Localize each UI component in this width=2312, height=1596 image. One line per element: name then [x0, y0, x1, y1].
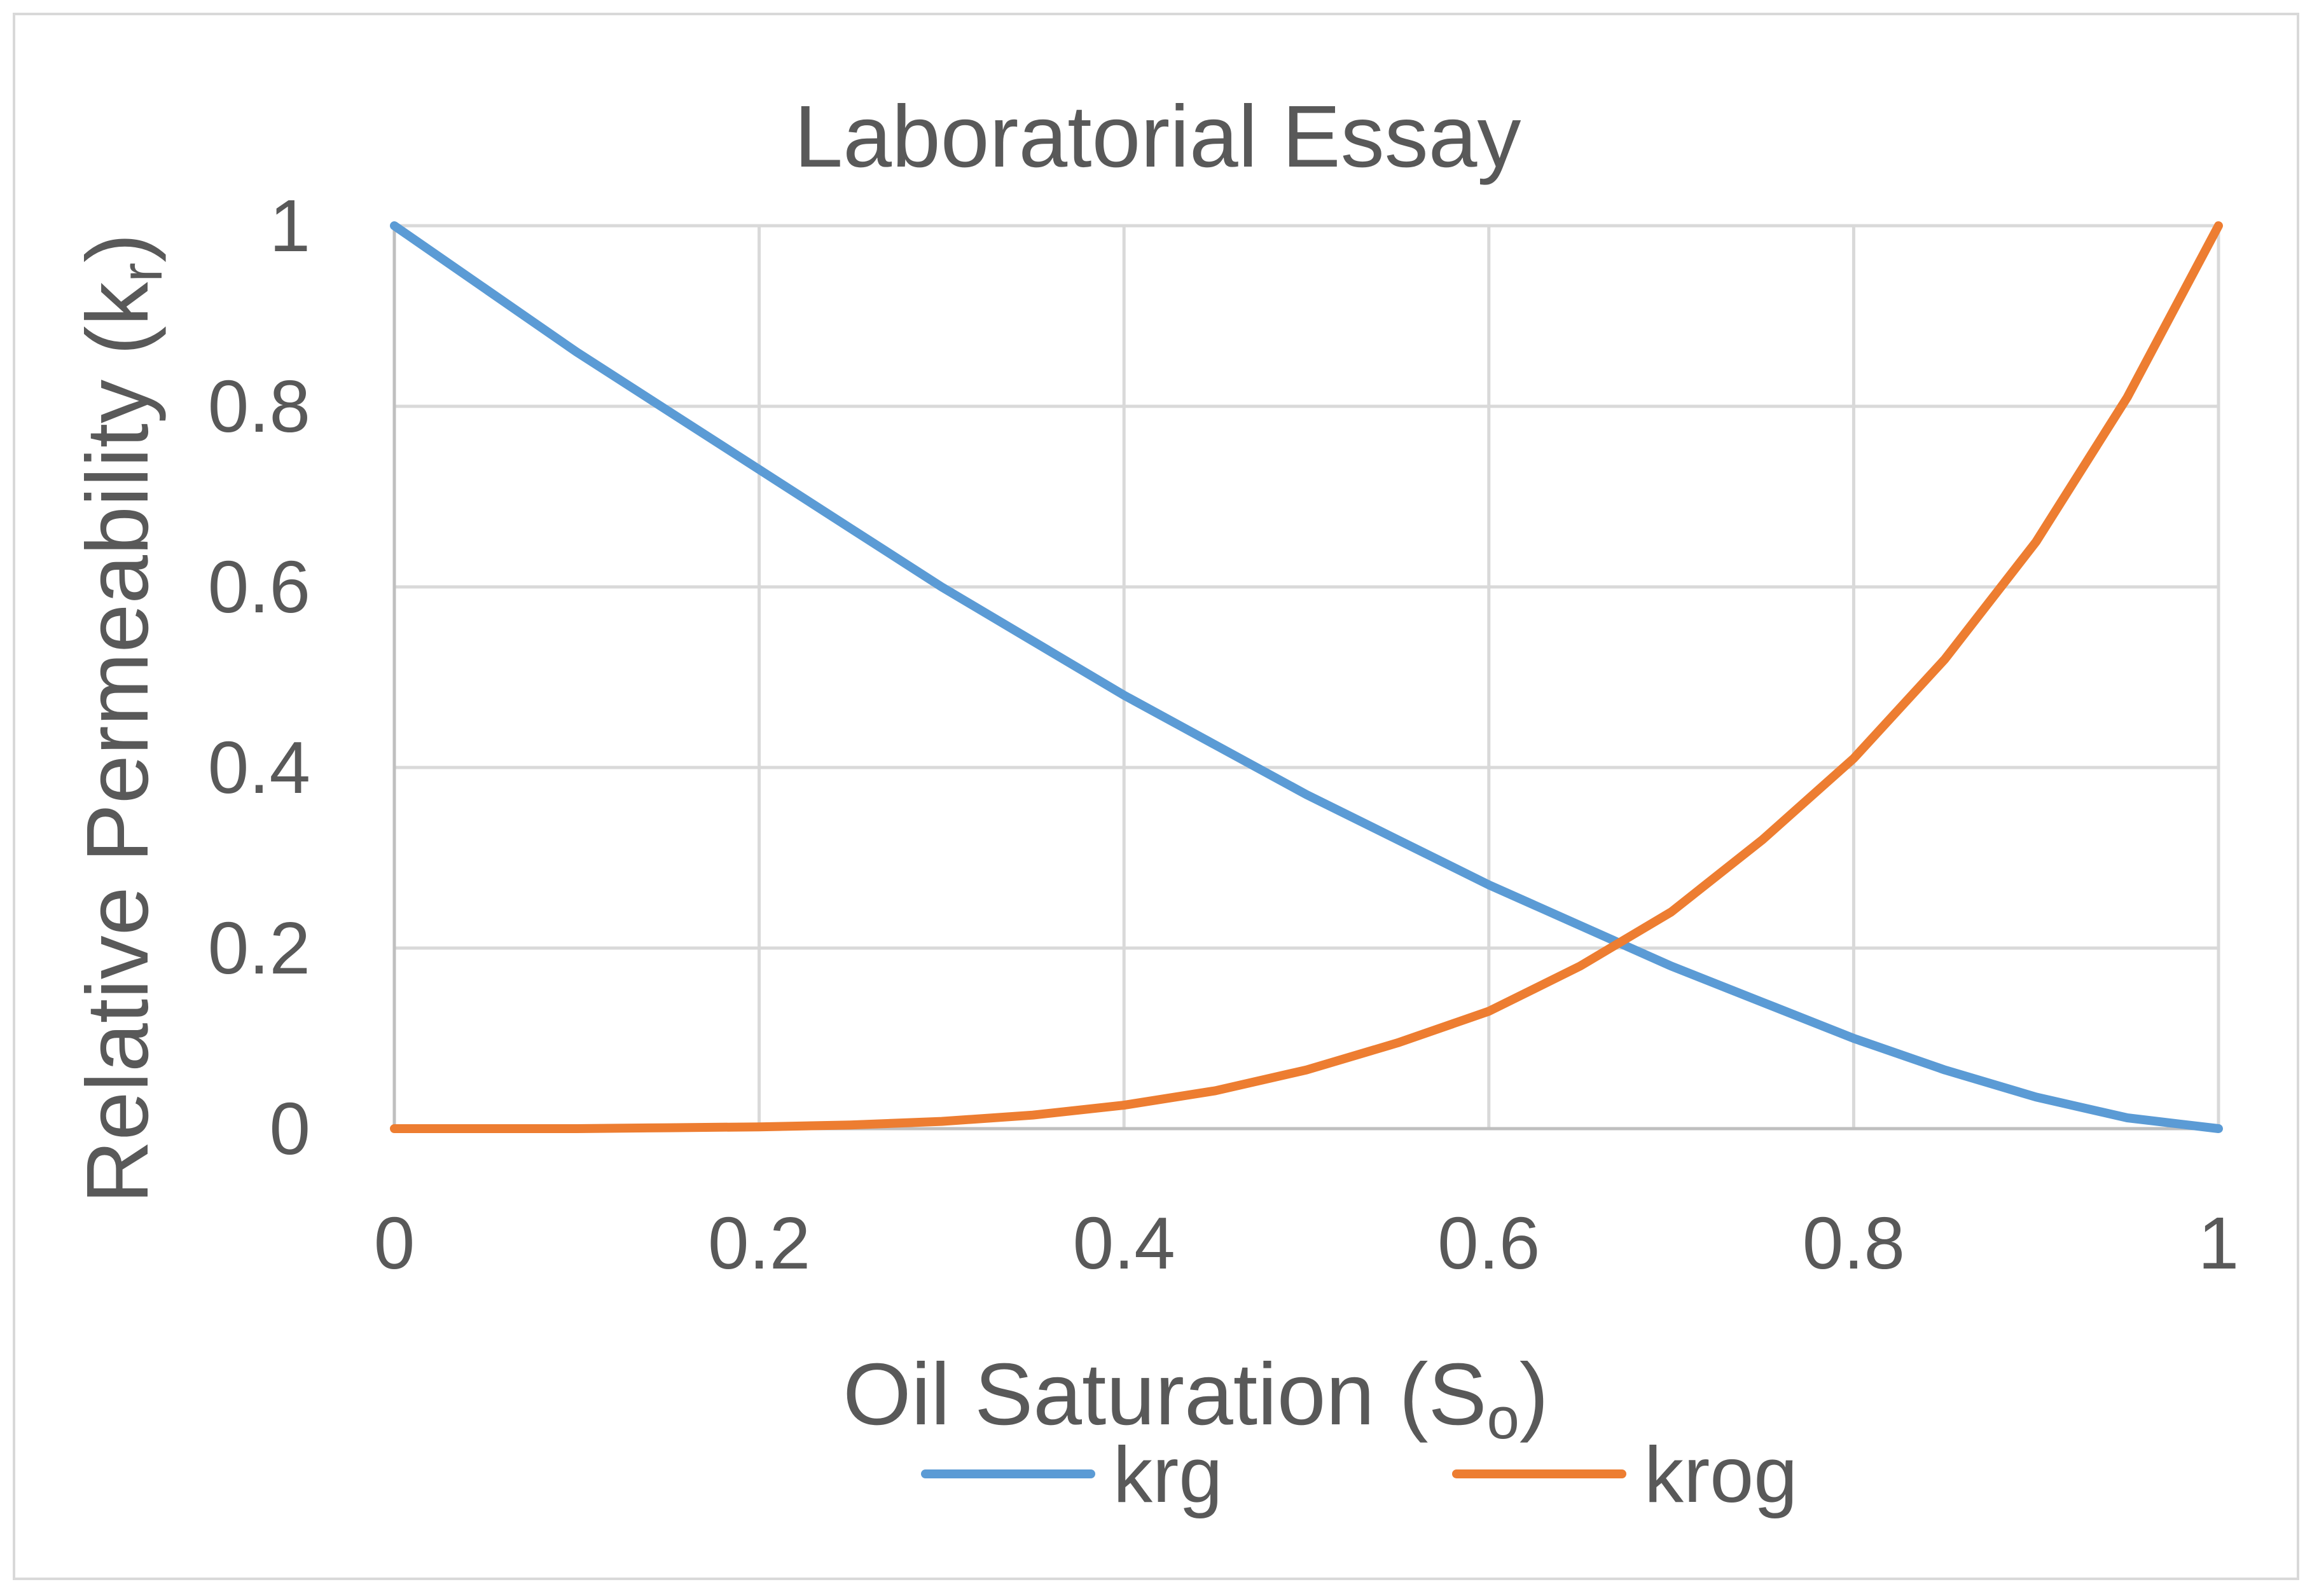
y-axis-label-main: Relative Permeability (k: [69, 282, 167, 1204]
chart-border: [13, 13, 2299, 1580]
gridlines: [392, 224, 2220, 1131]
x-axis-label: Oil Saturation (So): [843, 1345, 1549, 1451]
series-line-krg: [390, 221, 2223, 1133]
x-axis-label-main: Oil Saturation (S: [843, 1345, 1486, 1443]
chart-title: Laboratorial Essay: [794, 88, 1521, 186]
x-axis-label-subscript: o: [1487, 1386, 1519, 1451]
y-axis-label-subscript: r: [109, 263, 174, 282]
series-lines: [390, 221, 2223, 1133]
x-tick-label: 1: [2198, 1202, 2239, 1284]
x-tick-label: 0.8: [1803, 1202, 1905, 1284]
legend-label-krg: krg: [1113, 1431, 1222, 1519]
x-axis-label-end: ): [1519, 1345, 1549, 1443]
series-line-krog: [390, 221, 2223, 1133]
x-tick-label: 0: [374, 1202, 415, 1284]
legend-label-krog: krog: [1644, 1431, 1797, 1519]
x-tick-label: 0.2: [708, 1202, 810, 1284]
legend: krg krog: [921, 1431, 1797, 1519]
y-tick-label: 0: [269, 1087, 310, 1170]
y-tick-label: 1: [269, 184, 310, 267]
y-tick-label: 0.6: [208, 546, 310, 628]
x-tick-label: 0.6: [1437, 1202, 1540, 1284]
y-tick-label: 0.2: [208, 907, 310, 989]
y-tick-label: 0.4: [208, 726, 310, 809]
x-tick-label: 0.4: [1073, 1202, 1175, 1284]
y-tick-label: 0.8: [208, 365, 310, 448]
y-axis-label: Relative Permeability (kr): [69, 233, 174, 1204]
y-axis-label-end: ): [69, 233, 167, 263]
x-tick-labels: 0 0.2 0.4 0.6 0.8 1: [374, 1202, 2239, 1284]
y-tick-labels: 0 0.2 0.4 0.6 0.8 1: [208, 184, 310, 1170]
